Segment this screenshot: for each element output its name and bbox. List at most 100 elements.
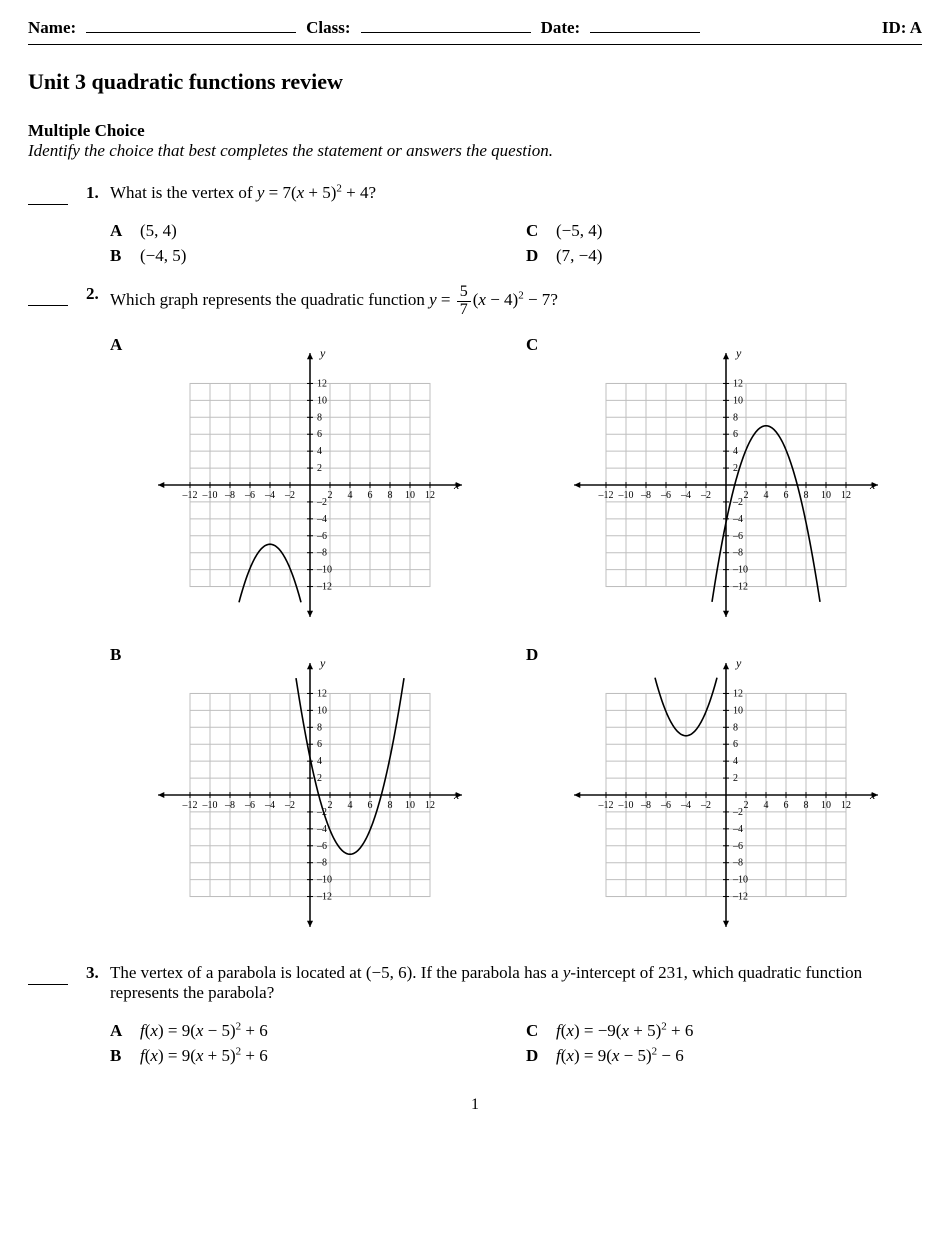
svg-text:4: 4 [317, 756, 322, 767]
svg-text:–2: –2 [732, 807, 743, 818]
svg-text:–6: –6 [244, 800, 255, 811]
svg-text:2: 2 [328, 800, 333, 811]
header-rule [28, 44, 922, 45]
svg-text:–4: –4 [732, 513, 743, 524]
svg-text:10: 10 [317, 705, 327, 716]
svg-text:10: 10 [821, 490, 831, 501]
svg-text:–2: –2 [316, 497, 327, 508]
svg-text:8: 8 [317, 412, 322, 423]
svg-text:12: 12 [425, 800, 435, 811]
graph-choice-d[interactable]: D–12–10–8–6–4–224681012–12–10–8–6–4–2246… [526, 645, 922, 945]
svg-text:8: 8 [388, 800, 393, 811]
svg-text:–8: –8 [224, 490, 235, 501]
question-number: 2. [86, 284, 110, 945]
svg-text:–12: –12 [316, 891, 332, 902]
svg-text:–10: –10 [316, 874, 332, 885]
choice-b[interactable]: B(−4, 5) [110, 246, 506, 266]
graph-choice-b[interactable]: B–12–10–8–6–4–224681012–12–10–8–6–4–2246… [110, 645, 506, 945]
choice-c[interactable]: C(−5, 4) [526, 221, 922, 241]
choice-d[interactable]: D(7, −4) [526, 246, 922, 266]
question-text: Which graph represents the quadratic fun… [110, 284, 922, 319]
parabola-graph: –12–10–8–6–4–224681012–12–10–8–6–4–22468… [140, 645, 480, 945]
page-title: Unit 3 quadratic functions review [28, 69, 922, 95]
svg-text:–10: –10 [316, 564, 332, 575]
svg-text:–6: –6 [244, 490, 255, 501]
svg-text:2: 2 [317, 463, 322, 474]
svg-text:2: 2 [328, 490, 333, 501]
svg-text:–6: –6 [316, 840, 327, 851]
svg-text:10: 10 [405, 800, 415, 811]
name-blank[interactable] [86, 19, 296, 33]
svg-text:12: 12 [425, 490, 435, 501]
svg-text:8: 8 [804, 800, 809, 811]
svg-text:10: 10 [317, 395, 327, 406]
svg-text:–10: –10 [732, 874, 748, 885]
svg-text:–6: –6 [660, 490, 671, 501]
worksheet-header: Name: Class: Date: ID: A [28, 18, 922, 38]
class-blank[interactable] [361, 19, 531, 33]
svg-text:4: 4 [348, 490, 353, 501]
svg-text:y: y [735, 656, 742, 670]
question-number: 1. [86, 183, 110, 266]
question-1: 1. What is the vertex of y = 7(x + 5)2 +… [28, 183, 922, 266]
svg-text:6: 6 [784, 800, 789, 811]
graphs-grid: A–12–10–8–6–4–224681012–12–10–8–6–4–2246… [110, 335, 922, 945]
svg-text:12: 12 [317, 378, 327, 389]
svg-text:–12: –12 [598, 800, 614, 811]
svg-text:x: x [869, 788, 876, 802]
graph-choice-c[interactable]: C–12–10–8–6–4–224681012–12–10–8–6–4–2246… [526, 335, 922, 635]
question-text: The vertex of a parabola is located at (… [110, 963, 922, 1003]
question-2: 2. Which graph represents the quadratic … [28, 284, 922, 945]
answer-blank-3[interactable] [28, 969, 68, 985]
svg-text:–12: –12 [182, 490, 198, 501]
svg-text:–6: –6 [732, 530, 743, 541]
svg-text:–4: –4 [316, 513, 327, 524]
svg-text:–4: –4 [316, 823, 327, 834]
svg-text:10: 10 [733, 395, 743, 406]
choice-letter: C [526, 335, 544, 635]
choice-b[interactable]: Bf(x) = 9(x + 5)2 + 6 [110, 1046, 506, 1066]
svg-text:4: 4 [733, 756, 738, 767]
svg-text:–6: –6 [732, 840, 743, 851]
answer-blank-1[interactable] [28, 189, 68, 205]
svg-text:8: 8 [317, 722, 322, 733]
date-blank[interactable] [590, 19, 700, 33]
choice-a[interactable]: Af(x) = 9(x − 5)2 + 6 [110, 1021, 506, 1041]
svg-text:2: 2 [733, 463, 738, 474]
svg-text:–8: –8 [640, 490, 651, 501]
svg-text:–12: –12 [732, 581, 748, 592]
svg-text:8: 8 [388, 490, 393, 501]
svg-text:8: 8 [804, 490, 809, 501]
graph-choice-a[interactable]: A–12–10–8–6–4–224681012–12–10–8–6–4–2246… [110, 335, 506, 635]
svg-text:–8: –8 [732, 857, 743, 868]
svg-text:6: 6 [733, 739, 738, 750]
choice-letter: A [110, 335, 128, 635]
svg-text:6: 6 [317, 429, 322, 440]
svg-text:12: 12 [733, 688, 743, 699]
svg-text:–4: –4 [264, 490, 275, 501]
class-label: Class: [306, 18, 350, 38]
answer-blank-2[interactable] [28, 290, 68, 306]
svg-text:–12: –12 [598, 490, 614, 501]
svg-text:4: 4 [348, 800, 353, 811]
choice-d[interactable]: Df(x) = 9(x − 5)2 − 6 [526, 1046, 922, 1066]
svg-text:x: x [453, 478, 460, 492]
choice-letter: D [526, 645, 544, 945]
svg-text:–2: –2 [732, 497, 743, 508]
choice-a[interactable]: A(5, 4) [110, 221, 506, 241]
svg-text:y: y [319, 346, 326, 360]
svg-text:12: 12 [841, 490, 851, 501]
section-heading: Multiple Choice [28, 121, 922, 141]
date-label: Date: [541, 18, 581, 38]
svg-text:–8: –8 [316, 547, 327, 558]
choice-c[interactable]: Cf(x) = −9(x + 5)2 + 6 [526, 1021, 922, 1041]
svg-text:6: 6 [317, 739, 322, 750]
svg-text:x: x [453, 788, 460, 802]
svg-text:2: 2 [744, 800, 749, 811]
svg-text:6: 6 [733, 429, 738, 440]
id-label: ID: A [882, 18, 922, 38]
svg-text:–10: –10 [618, 490, 634, 501]
question-text: What is the vertex of y = 7(x + 5)2 + 4? [110, 183, 922, 203]
choice-letter: B [110, 645, 128, 945]
svg-text:10: 10 [821, 800, 831, 811]
